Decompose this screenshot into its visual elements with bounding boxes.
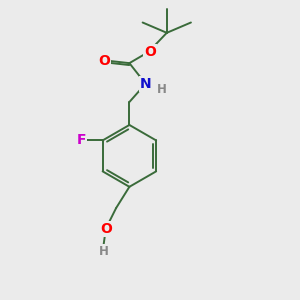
Text: H: H [98, 245, 108, 258]
Text: O: O [144, 45, 156, 59]
Text: O: O [98, 54, 110, 68]
Text: O: O [100, 222, 112, 236]
Text: F: F [77, 134, 86, 147]
Text: H: H [157, 82, 167, 95]
Text: N: N [140, 77, 152, 91]
